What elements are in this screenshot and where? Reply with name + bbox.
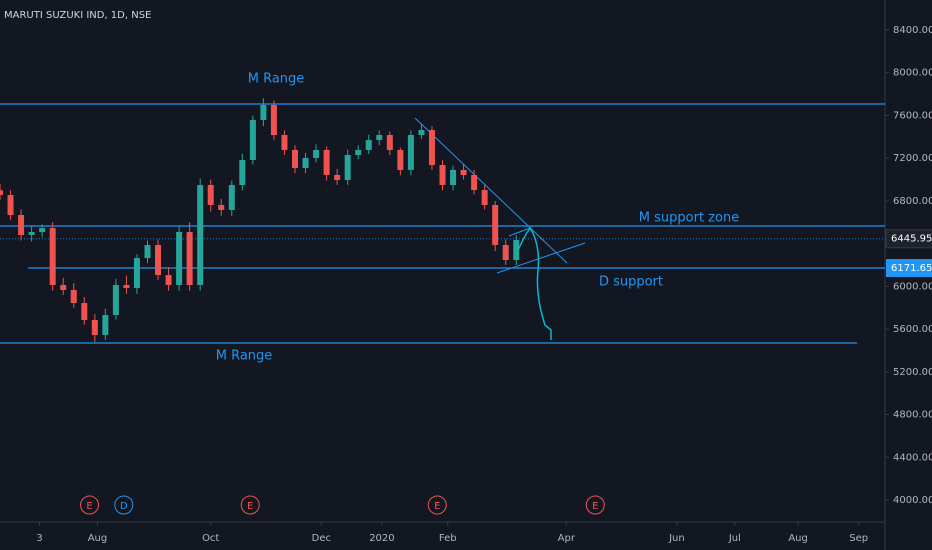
forecast-path bbox=[514, 226, 552, 340]
candle-body bbox=[228, 185, 235, 210]
candle-body bbox=[471, 174, 478, 191]
event-label: D bbox=[120, 501, 128, 512]
candle-body bbox=[450, 169, 457, 186]
price-badge-label: 6445.95 bbox=[891, 234, 932, 245]
x-tick-label: Jul bbox=[728, 533, 741, 544]
trend-line bbox=[414, 117, 568, 264]
candle-body bbox=[439, 165, 446, 186]
x-tick-label: Aug bbox=[88, 533, 108, 544]
candle-body bbox=[144, 245, 151, 259]
candle-body bbox=[60, 284, 67, 290]
candle-body bbox=[197, 185, 204, 285]
x-tick-label: Feb bbox=[439, 533, 457, 544]
y-tick-label: 4000.00 bbox=[893, 495, 932, 506]
candle-body bbox=[376, 135, 383, 141]
level-label: M Range bbox=[216, 348, 273, 363]
y-tick-label: 7600.00 bbox=[893, 110, 932, 121]
x-tick-label: 3 bbox=[36, 533, 42, 544]
level-label: M support zone bbox=[639, 211, 739, 226]
candle-body bbox=[344, 154, 351, 180]
candle-body bbox=[49, 228, 56, 285]
candle-body bbox=[281, 135, 288, 150]
candle-body bbox=[249, 119, 256, 161]
candle-body bbox=[492, 204, 499, 246]
candle-body bbox=[397, 149, 404, 170]
y-tick-label: 5200.00 bbox=[893, 367, 932, 378]
y-tick-label: 4400.00 bbox=[893, 452, 932, 463]
x-tick-label: Oct bbox=[202, 533, 219, 544]
candle-body bbox=[365, 140, 372, 150]
x-tick-label: 2020 bbox=[369, 533, 394, 544]
candle-body bbox=[28, 232, 35, 235]
candle-body bbox=[102, 314, 109, 335]
event-label: E bbox=[434, 501, 440, 512]
event-label: E bbox=[592, 501, 598, 512]
candle-body bbox=[39, 228, 46, 232]
candle-body bbox=[513, 240, 520, 260]
candle-body bbox=[112, 284, 119, 315]
candle-body bbox=[260, 104, 267, 120]
candle-body bbox=[186, 232, 193, 285]
event-marker bbox=[427, 495, 447, 515]
candle-body bbox=[207, 185, 214, 205]
candle-body bbox=[239, 160, 246, 186]
candle-body bbox=[292, 149, 298, 169]
event-marker bbox=[585, 495, 605, 515]
candle-body bbox=[176, 232, 183, 285]
candle-body bbox=[313, 149, 320, 158]
candle-body bbox=[428, 129, 435, 166]
y-tick-label: 7200.00 bbox=[893, 153, 932, 164]
candle-body bbox=[7, 195, 14, 216]
candle-body bbox=[91, 320, 98, 335]
event-label: E bbox=[247, 501, 253, 512]
price-badge bbox=[886, 259, 932, 278]
candle-body bbox=[334, 174, 341, 180]
price-badge bbox=[885, 229, 932, 249]
y-tick-label: 8000.00 bbox=[893, 68, 932, 79]
event-marker bbox=[80, 495, 100, 515]
candle-body bbox=[270, 104, 277, 136]
candle-body bbox=[481, 190, 488, 205]
candle-body bbox=[502, 245, 509, 260]
y-tick-label: 4800.00 bbox=[893, 410, 932, 421]
candle-body bbox=[355, 149, 362, 155]
price-badge-label: 6171.65 bbox=[891, 263, 932, 274]
event-marker bbox=[114, 495, 134, 515]
y-tick-label: 5600.00 bbox=[893, 324, 932, 335]
candle-body bbox=[123, 284, 130, 288]
candle-body bbox=[407, 135, 414, 170]
candle-body bbox=[418, 129, 425, 136]
candle-body bbox=[460, 169, 467, 175]
triangle-line bbox=[508, 227, 531, 237]
candle-body bbox=[323, 149, 330, 175]
candle-body bbox=[155, 245, 162, 276]
candle-body bbox=[0, 190, 3, 196]
x-tick-label: Aug bbox=[788, 533, 808, 544]
candle-body bbox=[81, 303, 88, 321]
x-tick-label: Apr bbox=[558, 533, 576, 544]
x-tick-label: Dec bbox=[312, 533, 331, 544]
x-tick-label: Jun bbox=[668, 533, 685, 544]
chart-title: MARUTI SUZUKI IND, 1D, NSE bbox=[4, 10, 151, 21]
candle-body bbox=[302, 157, 309, 169]
y-tick-label: 6000.00 bbox=[893, 281, 932, 292]
candle-body bbox=[18, 215, 25, 235]
level-label: D support bbox=[599, 275, 663, 290]
x-tick-label: Sep bbox=[849, 533, 868, 544]
candle-body bbox=[70, 290, 77, 304]
y-tick-label: 6800.00 bbox=[893, 196, 932, 207]
candle-body bbox=[218, 204, 225, 210]
candle-body bbox=[165, 275, 172, 285]
candle-body bbox=[133, 258, 140, 288]
level-label: M Range bbox=[248, 72, 305, 87]
candle-body bbox=[386, 135, 393, 150]
y-tick-label: 8400.00 bbox=[893, 25, 932, 36]
event-label: E bbox=[86, 501, 92, 512]
event-marker bbox=[240, 495, 260, 515]
